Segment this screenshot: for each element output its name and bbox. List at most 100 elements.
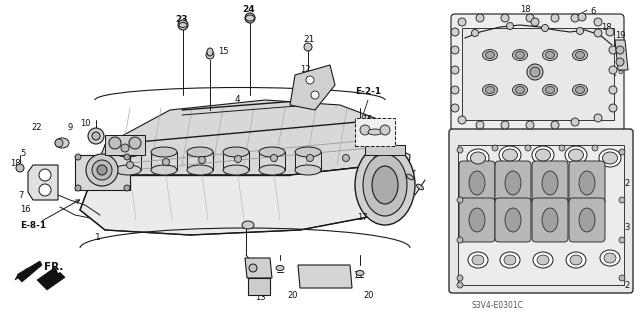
Circle shape (458, 18, 466, 26)
Circle shape (619, 237, 625, 243)
Ellipse shape (532, 146, 554, 164)
Ellipse shape (536, 149, 550, 161)
Circle shape (571, 14, 579, 22)
Text: FR.: FR. (44, 262, 63, 272)
Circle shape (249, 264, 257, 272)
Ellipse shape (223, 165, 249, 175)
Bar (458, 145, 624, 285)
Ellipse shape (502, 149, 518, 161)
Circle shape (16, 164, 24, 172)
Bar (355, 118, 395, 146)
Text: 12: 12 (300, 65, 310, 75)
Circle shape (457, 197, 463, 203)
Circle shape (451, 46, 459, 54)
Circle shape (619, 149, 625, 155)
Polygon shape (298, 265, 352, 288)
Ellipse shape (470, 152, 486, 164)
Circle shape (75, 154, 81, 160)
Text: 7: 7 (18, 190, 24, 199)
Ellipse shape (568, 149, 584, 161)
Polygon shape (95, 100, 390, 175)
Ellipse shape (505, 208, 521, 232)
Ellipse shape (542, 171, 558, 195)
Circle shape (594, 18, 602, 26)
Circle shape (55, 139, 63, 147)
Ellipse shape (259, 147, 285, 157)
Ellipse shape (356, 271, 364, 276)
Ellipse shape (579, 171, 595, 195)
Ellipse shape (515, 86, 525, 93)
Circle shape (619, 197, 625, 203)
Circle shape (198, 157, 205, 164)
Circle shape (609, 86, 617, 94)
Ellipse shape (368, 129, 382, 135)
Circle shape (457, 237, 463, 243)
Text: B-24-1: B-24-1 (368, 166, 401, 174)
Circle shape (541, 25, 548, 32)
Circle shape (571, 118, 579, 126)
Ellipse shape (575, 51, 584, 58)
Circle shape (592, 145, 598, 151)
Circle shape (451, 66, 459, 74)
Circle shape (476, 121, 484, 129)
Ellipse shape (565, 146, 587, 164)
Ellipse shape (467, 149, 489, 167)
Ellipse shape (537, 255, 549, 265)
Circle shape (531, 18, 539, 26)
Ellipse shape (533, 252, 553, 268)
FancyBboxPatch shape (495, 161, 531, 205)
Circle shape (304, 43, 312, 51)
Ellipse shape (500, 252, 520, 268)
FancyBboxPatch shape (569, 198, 605, 242)
Circle shape (109, 137, 121, 149)
Circle shape (307, 154, 314, 161)
Circle shape (506, 23, 513, 29)
Circle shape (476, 14, 484, 22)
Text: 1: 1 (95, 234, 100, 242)
Circle shape (559, 145, 565, 151)
Ellipse shape (604, 253, 616, 263)
Text: 18: 18 (601, 23, 612, 32)
Ellipse shape (573, 49, 588, 61)
Circle shape (306, 76, 314, 84)
Text: 23: 23 (175, 16, 188, 25)
Ellipse shape (372, 166, 398, 204)
Circle shape (457, 282, 463, 288)
Text: E-2-1: E-2-1 (370, 191, 396, 201)
Circle shape (124, 154, 130, 160)
Ellipse shape (545, 86, 554, 93)
FancyBboxPatch shape (532, 198, 568, 242)
Polygon shape (290, 65, 335, 110)
Text: 21: 21 (303, 35, 314, 44)
Polygon shape (105, 135, 145, 155)
Circle shape (39, 169, 51, 181)
Polygon shape (80, 145, 410, 235)
Circle shape (451, 86, 459, 94)
Ellipse shape (483, 49, 497, 61)
Text: 16: 16 (20, 205, 31, 214)
Circle shape (75, 185, 81, 191)
Ellipse shape (295, 147, 321, 157)
Ellipse shape (486, 51, 495, 58)
Ellipse shape (242, 221, 254, 229)
Ellipse shape (223, 147, 249, 157)
Circle shape (234, 155, 241, 162)
Ellipse shape (602, 152, 618, 164)
Polygon shape (15, 261, 42, 282)
Text: 17: 17 (387, 197, 397, 206)
Ellipse shape (504, 255, 516, 265)
FancyBboxPatch shape (451, 14, 624, 132)
Circle shape (245, 13, 255, 23)
Circle shape (206, 51, 214, 59)
Ellipse shape (599, 149, 621, 167)
Circle shape (526, 14, 534, 22)
Circle shape (606, 28, 614, 36)
Circle shape (457, 147, 463, 153)
Text: 3: 3 (624, 224, 629, 233)
Ellipse shape (187, 165, 213, 175)
Text: 4: 4 (235, 95, 241, 105)
Text: 15: 15 (218, 48, 228, 56)
Circle shape (380, 125, 390, 135)
Circle shape (619, 275, 625, 281)
Ellipse shape (151, 147, 177, 157)
